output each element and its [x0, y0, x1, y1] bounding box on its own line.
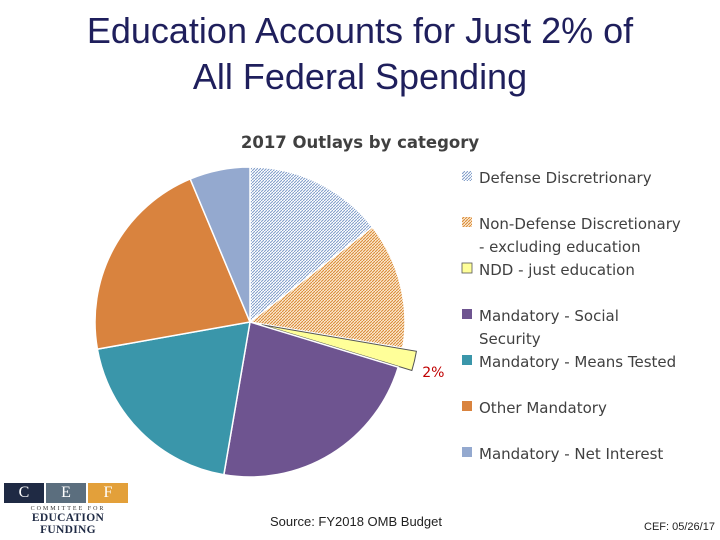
- slide-title-line-1: Education Accounts for Just 2% of: [86, 10, 634, 51]
- logo-letter-row: C E F: [4, 483, 132, 503]
- legend-label-other-mandatory: Other Mandatory: [479, 399, 607, 417]
- slide-title: Education Accounts for Just 2% of All Fe…: [0, 8, 720, 100]
- pie-slice-other-mandatory: [94, 178, 252, 350]
- legend-label-mandatory-social-security-line-2: Security: [479, 330, 541, 348]
- legend-label-ndd-just-education: NDD - just education: [479, 261, 635, 279]
- legend-label-mandatory-net-interest: Mandatory - Net Interest: [479, 445, 663, 463]
- legend-label-non-defense-discretionary-excluding-education-line-2: - excluding education: [479, 238, 641, 256]
- legend-label-non-defense-discretionary-excluding-education: Non-Defense Discretionary: [479, 215, 681, 233]
- legend-swatch-mandatory-social-security: [462, 309, 472, 319]
- pie-slice-mandatory-social-security: [222, 321, 400, 478]
- footer-date: CEF: 05/26/17: [644, 521, 715, 533]
- pie-slices: [94, 166, 418, 478]
- legend-swatch-ndd-just-education: [461, 262, 473, 274]
- pie-slice-non-defense-discretionary-excluding-education: [248, 225, 406, 350]
- legend-swatch-other-mandatory: [462, 401, 472, 411]
- slide-title-line-2: All Federal Spending: [192, 56, 528, 97]
- legend-swatch-non-defense-discretionary-excluding-education: [462, 217, 472, 227]
- logo-letter-e: E: [46, 483, 86, 503]
- logo-name: EDUCATION FUNDING: [31, 512, 105, 536]
- pie-slice-mandatory-net-interest: [189, 166, 251, 323]
- legend-label-mandatory-social-security: Mandatory - Social: [479, 307, 619, 325]
- legend-label-defense-discretrionary: Defense Discretrionary: [479, 169, 652, 187]
- pie-slice-mandatory-means-tested: [96, 321, 251, 476]
- legend: Defense Discretrionary Non-Defense Discre…: [461, 169, 681, 463]
- cef-logo: C E F COMMITTEE FOR EDUCATION FUNDING: [4, 483, 132, 536]
- legend-swatch-mandatory-means-tested: [462, 355, 472, 365]
- slice-label-ndd-just-education: 2%: [422, 365, 444, 381]
- legend-swatch-defense-discretrionary: [462, 171, 472, 181]
- pie-slice-ndd-just-education: [261, 324, 418, 372]
- pie-slice-defense-discretrionary: [249, 166, 374, 324]
- legend-swatch-mandatory-net-interest: [462, 447, 472, 457]
- legend-label-mandatory-means-tested: Mandatory - Means Tested: [479, 353, 676, 371]
- source-note: Source: FY2018 OMB Budget: [270, 514, 442, 529]
- pie-labels: 2%: [422, 365, 444, 381]
- chart-title: 2017 Outlays by category: [241, 133, 480, 152]
- logo-letter-c: C: [4, 483, 44, 503]
- logo-letter-f: F: [88, 483, 128, 503]
- logo-subtitle: COMMITTEE FOR: [30, 506, 106, 512]
